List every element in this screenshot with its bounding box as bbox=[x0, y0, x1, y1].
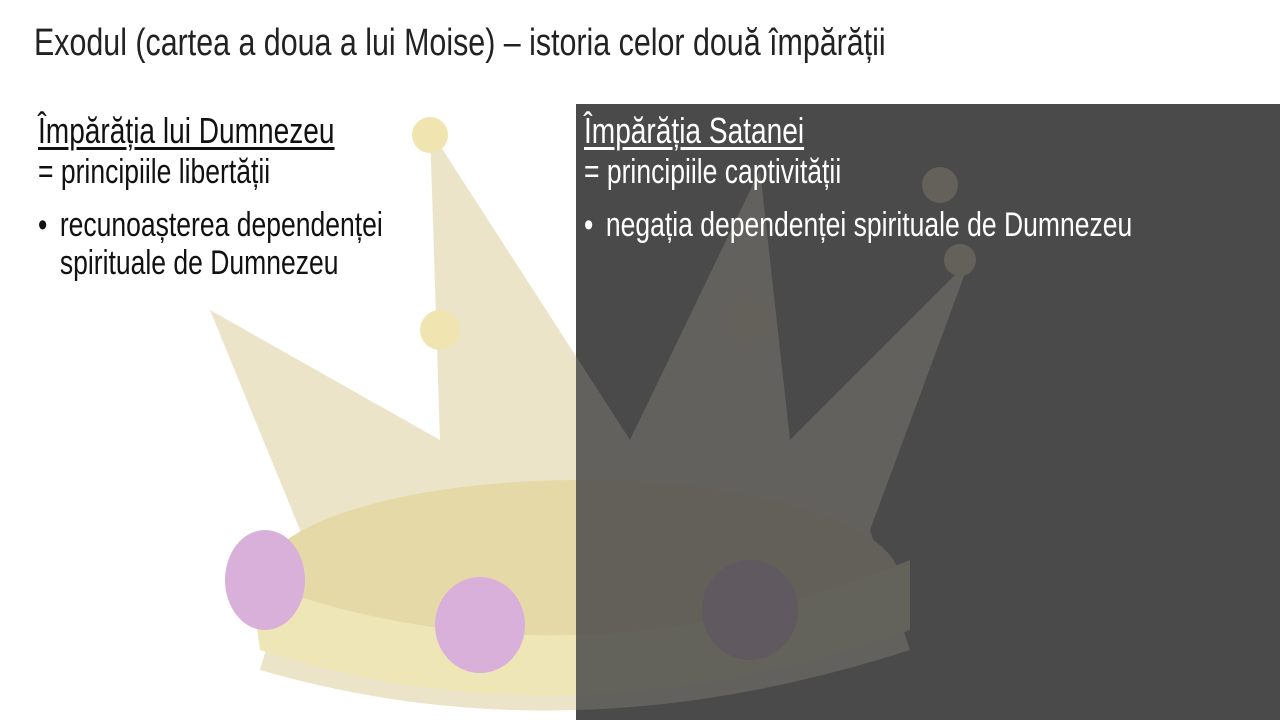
bullet-text: spirituale de Dumnezeu bbox=[59, 244, 339, 282]
list-item: • recunoașterea dependenței spirituale d… bbox=[38, 206, 383, 282]
bullet-icon: • bbox=[584, 206, 594, 244]
slide-title: Exodul (cartea a doua a lui Moise) – ist… bbox=[34, 22, 886, 64]
kingdom-of-god-column: Împărăția lui Dumnezeu = principiile lib… bbox=[38, 110, 383, 282]
bullet-text: negația dependenței spirituale de Dumnez… bbox=[605, 206, 1133, 244]
kingdom-of-god-heading: Împărăția lui Dumnezeu bbox=[38, 110, 335, 151]
kingdom-of-satan-subtitle: = principiile captivității bbox=[584, 153, 842, 191]
list-item: • negația dependenței spirituale de Dumn… bbox=[584, 206, 1132, 244]
bullet-icon: • bbox=[38, 206, 48, 244]
kingdom-of-god-subtitle: = principiile libertății bbox=[38, 153, 271, 191]
crown-image bbox=[210, 110, 980, 720]
bullet-text: recunoașterea dependenței bbox=[59, 206, 383, 244]
kingdom-of-satan-column: Împărăția Satanei = principiile captivit… bbox=[584, 110, 1132, 244]
kingdom-of-satan-heading: Împărăția Satanei bbox=[584, 110, 805, 151]
